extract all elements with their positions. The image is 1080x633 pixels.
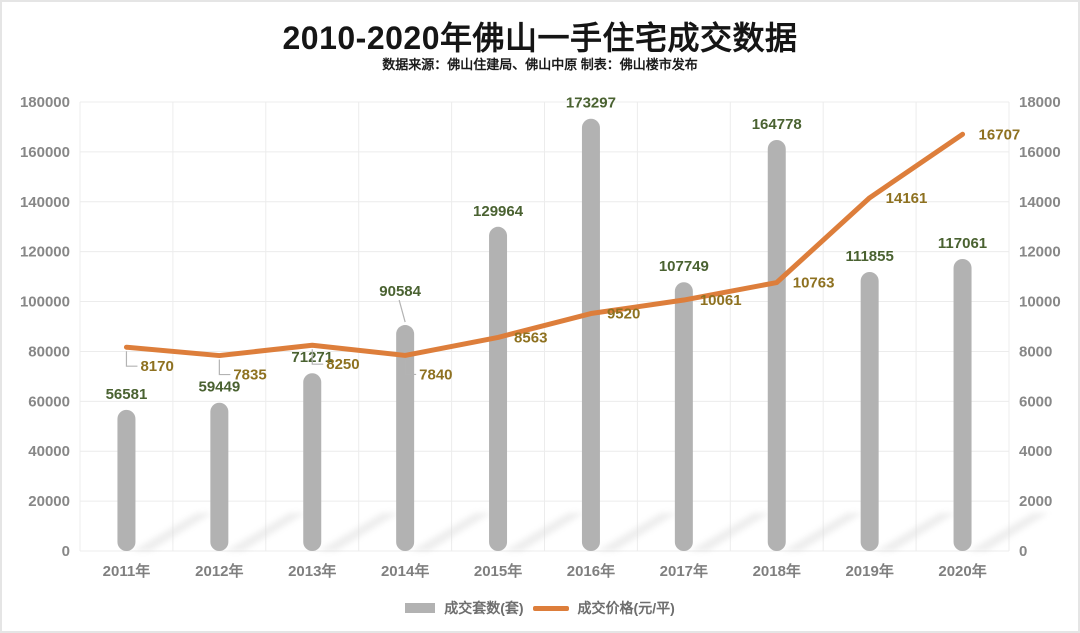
bar-2018年 bbox=[767, 139, 786, 551]
svg-text:2011年: 2011年 bbox=[103, 562, 151, 580]
svg-text:2014年: 2014年 bbox=[381, 562, 429, 580]
svg-text:2013年: 2013年 bbox=[288, 562, 336, 580]
bar-shadows bbox=[132, 513, 1049, 551]
right-axis-ticks: 0 2000 4000 6000 8000 10000 12000 14000 16000 180… bbox=[1019, 94, 1061, 560]
svg-text:12000: 12000 bbox=[1019, 244, 1061, 261]
bar-2016年 bbox=[581, 118, 600, 551]
svg-text:2017年: 2017年 bbox=[660, 562, 708, 580]
svg-text:59449: 59449 bbox=[198, 379, 240, 396]
legend-line-label: 成交价格(元/平) bbox=[577, 600, 675, 616]
legend-bar-swatch bbox=[405, 603, 436, 613]
svg-text:120000: 120000 bbox=[20, 244, 70, 261]
svg-text:100000: 100000 bbox=[20, 294, 70, 311]
svg-text:9520: 9520 bbox=[607, 306, 640, 323]
bar-2020年 bbox=[953, 258, 972, 551]
svg-text:129964: 129964 bbox=[473, 203, 524, 220]
svg-text:7840: 7840 bbox=[419, 366, 452, 383]
svg-text:14000: 14000 bbox=[1019, 194, 1061, 211]
bar-2014年 bbox=[396, 325, 415, 551]
x-axis-labels: 2011年 2012年 2013年 2014年 2015年 2016年 2017年 2018年… bbox=[103, 562, 987, 580]
svg-text:60000: 60000 bbox=[28, 393, 70, 410]
chart-title: 2010-2020年佛山一手住宅成交数据 bbox=[282, 20, 798, 56]
legend-bar-label: 成交套数(套) bbox=[444, 600, 524, 616]
svg-text:6000: 6000 bbox=[1019, 393, 1052, 410]
legend-line-swatch bbox=[532, 605, 569, 611]
svg-text:90584: 90584 bbox=[379, 283, 421, 300]
legend: 成交套数(套) 成交价格(元/平) bbox=[2, 598, 1078, 618]
bar-2011年 bbox=[117, 409, 136, 551]
svg-text:2016年: 2016年 bbox=[567, 562, 615, 580]
left-axis-ticks: 0 20000 40000 60000 80000 100000 120000 140000 1… bbox=[20, 94, 70, 560]
svg-text:10763: 10763 bbox=[793, 275, 835, 292]
svg-text:0: 0 bbox=[1019, 543, 1027, 560]
svg-text:107749: 107749 bbox=[659, 258, 709, 275]
svg-text:140000: 140000 bbox=[20, 194, 70, 211]
bar-value-labels: 56581 59449712719058412996417329710774916… bbox=[106, 95, 988, 403]
svg-text:8250: 8250 bbox=[326, 356, 359, 373]
svg-text:16000: 16000 bbox=[1019, 144, 1061, 161]
svg-text:117061: 117061 bbox=[938, 235, 987, 252]
svg-text:7835: 7835 bbox=[233, 367, 266, 384]
svg-text:20000: 20000 bbox=[28, 493, 70, 510]
svg-text:4000: 4000 bbox=[1019, 443, 1052, 460]
svg-text:10000: 10000 bbox=[1019, 294, 1061, 311]
svg-text:173297: 173297 bbox=[566, 95, 616, 112]
svg-text:56581: 56581 bbox=[106, 386, 148, 403]
svg-text:2015年: 2015年 bbox=[474, 562, 522, 580]
bar-2015年 bbox=[489, 226, 508, 552]
svg-text:16707: 16707 bbox=[979, 126, 1021, 143]
svg-text:14161: 14161 bbox=[886, 190, 928, 207]
svg-text:180000: 180000 bbox=[20, 94, 70, 111]
bar-2012年 bbox=[210, 402, 229, 551]
svg-text:80000: 80000 bbox=[28, 343, 70, 360]
svg-text:0: 0 bbox=[62, 543, 70, 560]
svg-text:8563: 8563 bbox=[514, 329, 547, 346]
svg-text:2012年: 2012年 bbox=[195, 562, 243, 580]
svg-text:2018年: 2018年 bbox=[753, 562, 801, 580]
bar-2013年 bbox=[303, 373, 322, 551]
svg-text:8000: 8000 bbox=[1019, 343, 1052, 360]
svg-text:164778: 164778 bbox=[752, 116, 802, 133]
price-line bbox=[123, 131, 966, 359]
svg-text:111855: 111855 bbox=[845, 248, 893, 265]
chart-subtitle: 数据来源：佛山住建局、佛山中原 制表：佛山楼市发布 bbox=[382, 57, 698, 72]
svg-text:8170: 8170 bbox=[140, 358, 173, 375]
bar-2017年 bbox=[674, 282, 693, 551]
bars-series bbox=[117, 118, 972, 552]
svg-text:2000: 2000 bbox=[1019, 493, 1052, 510]
svg-text:40000: 40000 bbox=[28, 443, 70, 460]
svg-text:160000: 160000 bbox=[20, 144, 70, 161]
svg-text:18000: 18000 bbox=[1019, 94, 1061, 111]
bar-2019年 bbox=[860, 271, 879, 551]
svg-text:2020年: 2020年 bbox=[938, 562, 986, 580]
svg-text:2019年: 2019年 bbox=[845, 562, 893, 580]
svg-text:10061: 10061 bbox=[700, 292, 742, 309]
price-value-labels: 8170 7835 8250 7840 8563 9520 10061 10763 14161 1… bbox=[125, 126, 1021, 384]
